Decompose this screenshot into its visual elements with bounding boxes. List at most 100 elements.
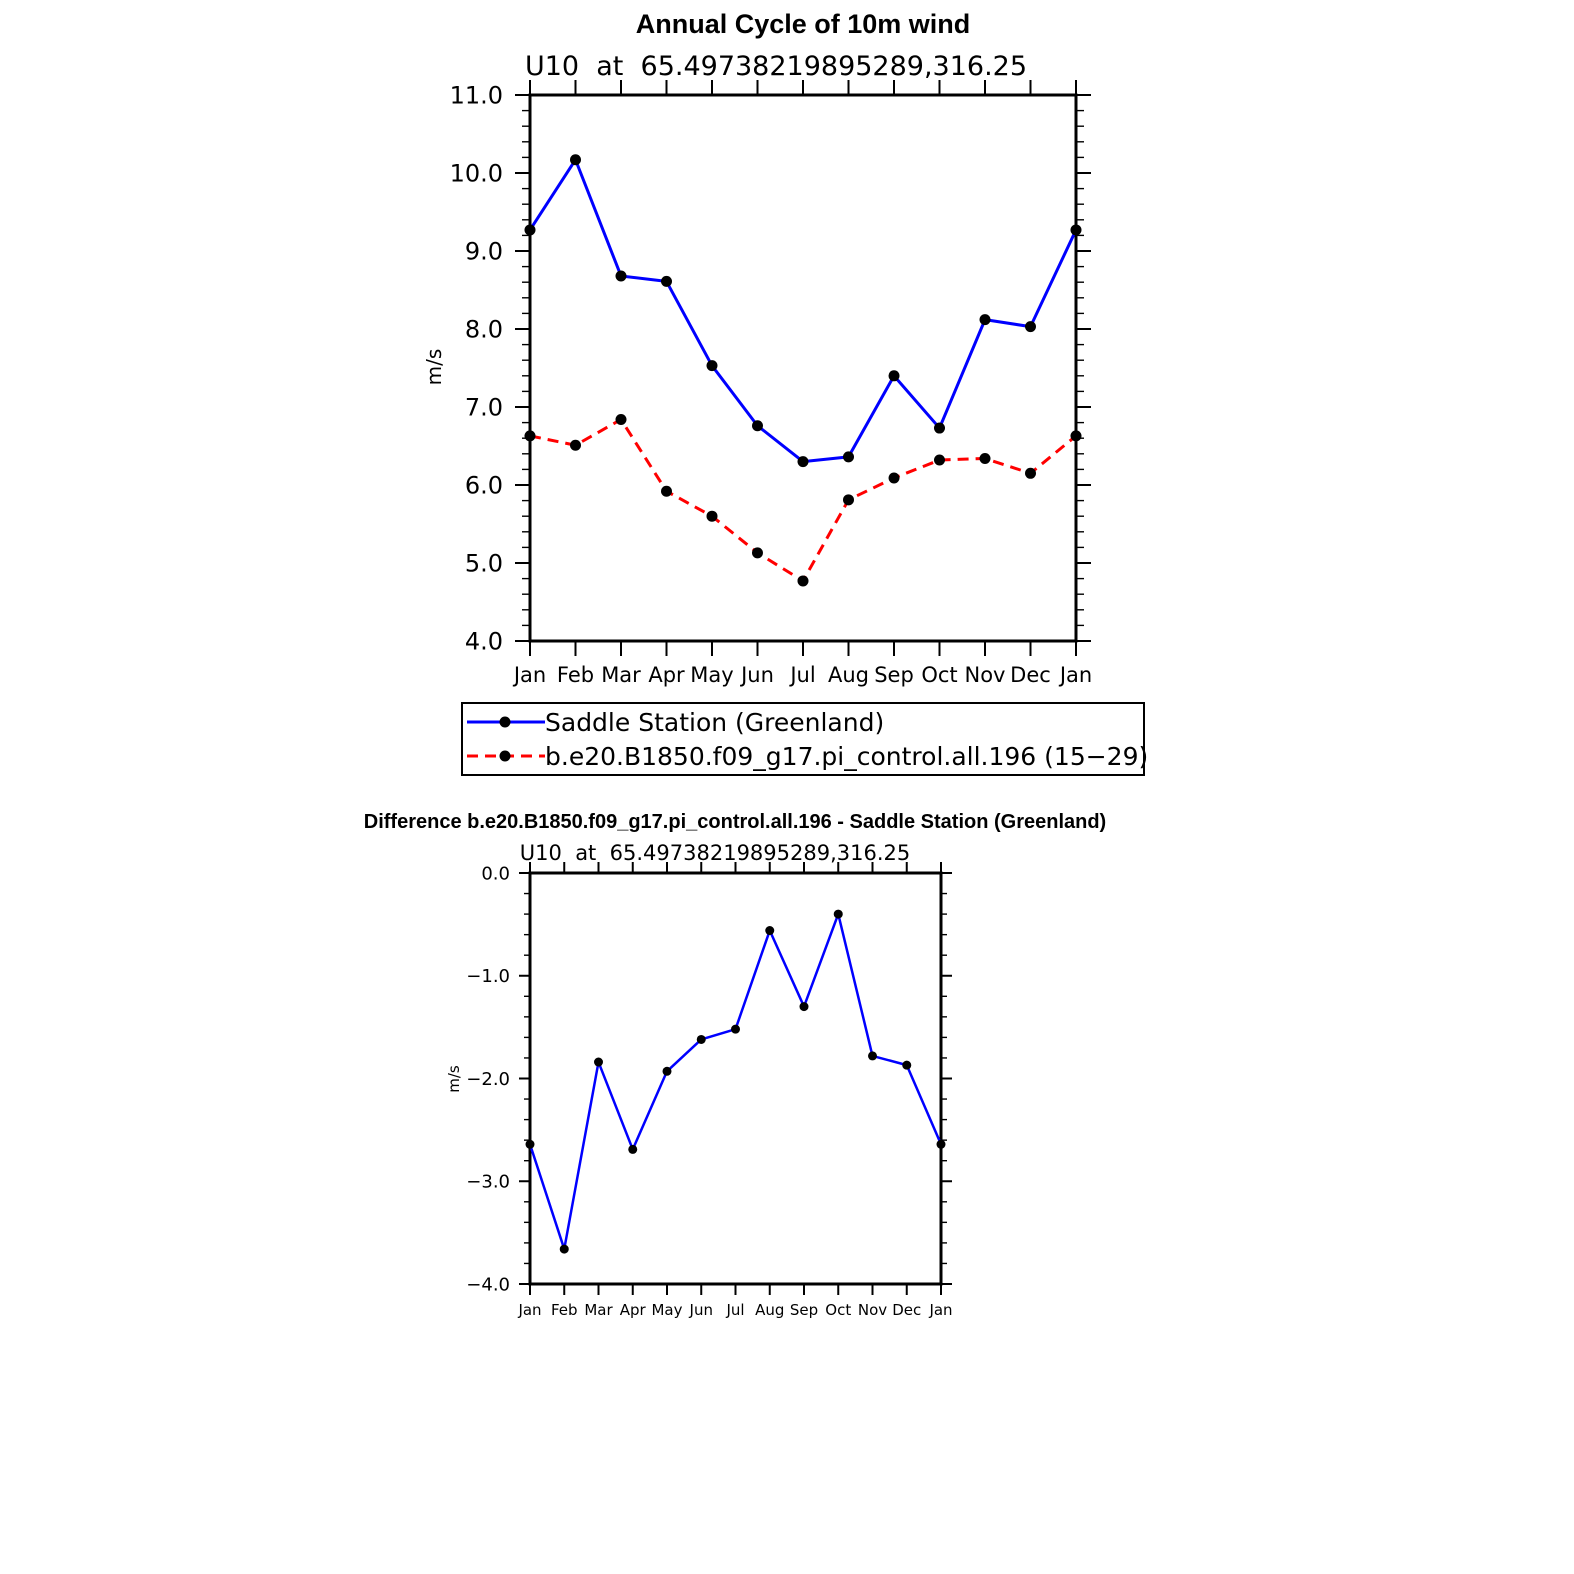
bottom-series-0-point [628,1144,638,1154]
top-chart-ylabel: m/s [422,349,446,386]
top-chart-plot-frame [528,93,1078,643]
bottom-series-0-point [936,1139,946,1149]
top-xtick-label: Mar [601,663,641,687]
top-series-0-point [843,451,854,463]
bottom-ytick-label: −2.0 [466,1069,510,1090]
top-series-1-point [661,485,672,497]
top-series-0-point [615,270,627,282]
top-chart-title: Annual Cycle of 10m wind [636,9,971,39]
top-ytick-label: 11.0 [450,82,503,110]
top-series-1-point [706,510,718,522]
top-chart-series [524,154,1082,587]
top-series-1-point [1070,430,1082,442]
top-ytick-label: 9.0 [465,238,503,266]
top-xtick-label: Sep [874,663,914,687]
bottom-chart: Difference b.e20.B1850.f09_g17.pi_contro… [364,811,1106,1319]
top-series-0-point [797,456,809,468]
bottom-series-line-0 [528,912,943,1251]
bottom-xtick-label: Mar [584,1301,613,1319]
bottom-chart-series [525,909,946,1254]
top-xtick-label: Aug [828,663,869,687]
top-series-0-point [570,154,581,166]
top-series-0-point [524,224,536,236]
top-chart-legend: Saddle Station (Greenland) b.e20.B1850.f… [461,702,1148,776]
bottom-ytick-label: −4.0 [466,1274,510,1295]
bottom-xtick-label: Oct [825,1301,851,1319]
bottom-chart-ticks [519,862,952,1295]
top-xtick-label: Jul [788,663,815,687]
top-series-0-point [934,422,945,434]
top-chart: Annual Cycle of 10m wind U10 at 65.49738… [422,9,1148,776]
top-series-1-point [570,439,581,451]
top-ytick-label: 6.0 [465,472,503,500]
bottom-series-0-point [559,1244,569,1254]
bottom-series-0-point [902,1060,912,1070]
bottom-chart-y-tick-labels: −4.0 −3.0 −2.0 −1.0 0.0 [466,863,510,1295]
bottom-series-0-point [525,1139,535,1149]
bottom-xtick-label: Jan [928,1301,952,1319]
top-series-1-point [797,575,809,587]
bottom-xtick-label: Apr [620,1301,647,1319]
top-series-1-point [752,547,763,559]
top-series-1-point [843,494,854,506]
top-series-1-point [934,454,945,466]
top-series-0-point [1025,321,1036,333]
top-ytick-label: 7.0 [465,394,503,422]
bottom-xtick-label: Sep [790,1301,818,1319]
top-series-0-point [979,314,991,326]
top-chart-x-tick-labels: Jan Feb Mar Apr May Jun Jul Aug Sep Oct Nov Dec Jan [512,663,1092,687]
top-series-0-point [752,420,763,432]
top-xtick-label: Jun [739,663,774,687]
top-xtick-label: Jan [512,663,546,687]
bottom-series-0-point [696,1034,706,1044]
top-chart-y-tick-labels: 4.0 5.0 6.0 7.0 8.0 9.0 10.0 11.0 [450,82,503,656]
top-ytick-label: 8.0 [465,316,503,344]
bottom-ytick-label: 0.0 [481,863,510,884]
bottom-chart-subtitle: U10 at 65.49738219895289,316.25 [520,841,911,865]
bottom-series-0-point [594,1057,603,1067]
bottom-xtick-label: Jul [725,1301,744,1319]
top-xtick-label: May [690,663,733,687]
bottom-series-0-point [799,1002,809,1012]
top-series-1-point [524,430,536,442]
top-xtick-label: Dec [1010,663,1051,687]
top-xtick-label: Oct [921,663,957,687]
bottom-xtick-label: Jun [689,1301,713,1319]
top-ytick-label: 4.0 [465,628,503,656]
top-ytick-label: 10.0 [450,160,503,188]
bottom-xtick-label: May [651,1301,682,1319]
bottom-chart-plot-frame [528,871,943,1286]
top-series-0-point [888,370,900,382]
legend-label-saddle: Saddle Station (Greenland) [545,708,884,737]
top-series-0-point [706,360,718,372]
bottom-chart-title: Difference b.e20.B1850.f09_g17.pi_contro… [364,811,1106,833]
bottom-chart-x-tick-labels: Jan Feb Mar Apr May Jun Jul Aug Sep Oct Nov Dec Jan [517,1301,952,1319]
bottom-series-0-point [833,909,843,919]
bottom-series-0-point [868,1051,877,1061]
top-series-1-point [888,472,900,484]
legend-marker-saddle [499,716,511,728]
top-series-0-point [1070,224,1082,236]
bottom-xtick-label: Jan [517,1301,541,1319]
top-series-1-point [615,413,627,425]
top-xtick-label: Nov [965,663,1006,687]
bottom-chart-ylabel: m/s [445,1065,463,1093]
bottom-series-0-point [765,926,775,936]
legend-label-model: b.e20.B1850.f09_g17.pi_control.all.196 (… [545,742,1148,771]
bottom-xtick-label: Aug [755,1301,784,1319]
legend-frame [461,702,1145,776]
top-xtick-label: Jan [1058,663,1092,687]
top-ytick-label: 5.0 [465,550,503,578]
top-series-1-point [979,452,991,464]
top-series-0-point [661,275,672,287]
bottom-ytick-label: −3.0 [466,1172,510,1193]
top-xtick-label: Feb [557,663,594,687]
bottom-series-0-point [662,1066,672,1076]
bottom-xtick-label: Feb [551,1301,578,1319]
top-series-line-1 [529,417,1077,583]
top-series-line-0 [528,158,1078,464]
top-chart-ticks [515,80,1091,656]
top-xtick-label: Apr [648,663,685,687]
top-chart-subtitle: U10 at 65.49738219895289,316.25 [525,51,1027,82]
